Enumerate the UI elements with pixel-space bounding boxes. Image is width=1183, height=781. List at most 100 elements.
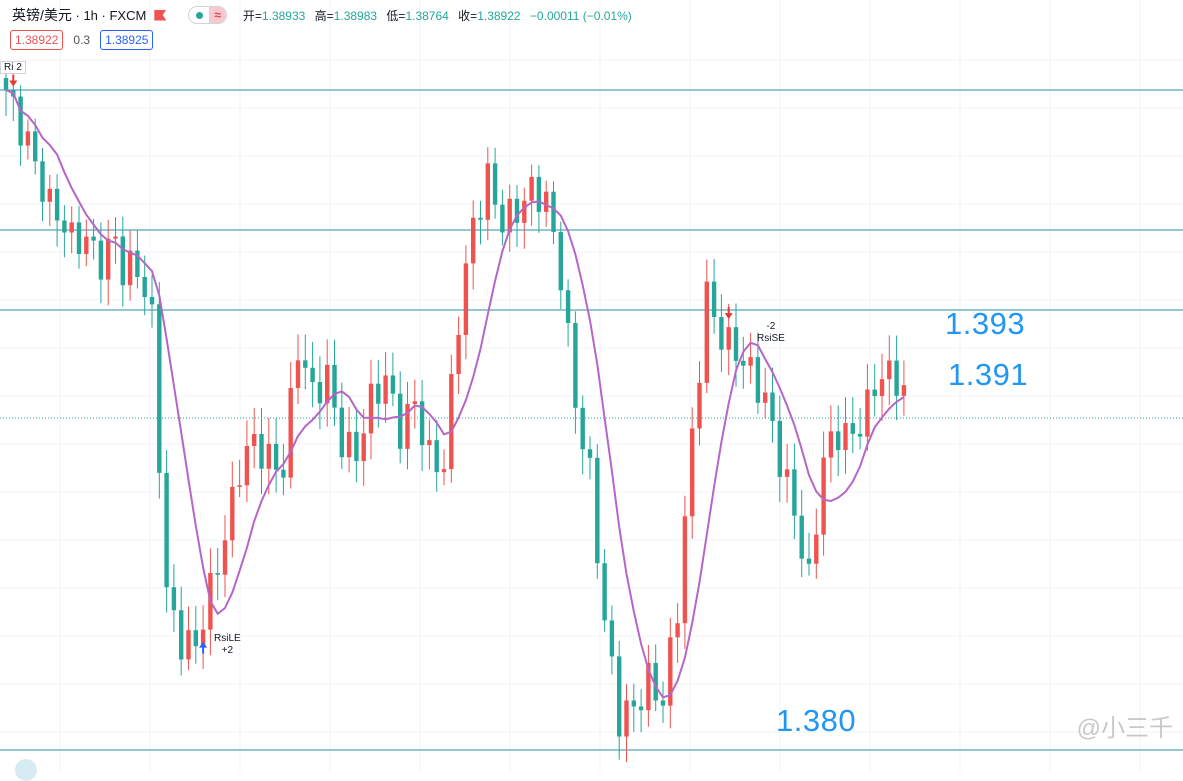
candle-down xyxy=(558,232,563,291)
candle-up xyxy=(427,440,432,446)
candle-down xyxy=(33,131,38,162)
candle-down xyxy=(332,364,337,408)
level-label-1380: 1.380 xyxy=(776,703,857,738)
candle-up xyxy=(529,176,534,201)
candle-down xyxy=(215,573,220,575)
candle-up xyxy=(784,469,790,477)
candle-down xyxy=(478,217,483,220)
level-label-1393: 1.393 xyxy=(945,306,1026,341)
candle-up xyxy=(383,375,388,404)
candle-up xyxy=(456,334,461,374)
candle-down xyxy=(580,407,585,450)
candle-down xyxy=(850,423,855,434)
candle-up xyxy=(865,389,870,437)
candle-down xyxy=(281,469,286,478)
legend-sep-1: · xyxy=(71,7,84,23)
chart-legend: 英镑/美元 · 1h · FXCM ≈ 开=1.38933 高=1.38983 … xyxy=(12,5,632,25)
candle-down xyxy=(514,198,520,223)
candle-down xyxy=(857,433,863,437)
candle-up xyxy=(887,360,892,380)
candle-up xyxy=(200,629,206,647)
candle-down xyxy=(376,383,381,404)
low-label: 低= xyxy=(386,8,406,23)
short-signal-qty: -2 xyxy=(766,321,776,332)
source-label: FXCM xyxy=(109,7,147,23)
candle-up xyxy=(405,403,410,449)
candle-down xyxy=(434,440,439,473)
candle-up xyxy=(624,700,629,737)
candle-down xyxy=(573,322,578,408)
corner-logo-icon[interactable] xyxy=(15,759,37,781)
status-pill[interactable]: ≈ xyxy=(188,6,227,24)
candle-down xyxy=(193,630,198,647)
flag-icon[interactable] xyxy=(154,9,167,21)
watermark: @小三千 xyxy=(1076,715,1173,742)
low-value: 1.38764 xyxy=(405,8,449,23)
candle-up xyxy=(244,445,250,486)
open-label: 开= xyxy=(242,8,262,23)
candle-down xyxy=(310,367,315,383)
candle-up xyxy=(113,236,118,239)
candle-down xyxy=(149,297,155,305)
candle-down xyxy=(741,360,746,366)
candle-down xyxy=(157,304,162,473)
change-value: −0.00011 (−0.01%) xyxy=(529,8,632,23)
candle-down xyxy=(719,317,724,350)
candle-down xyxy=(806,558,812,564)
short-arrow-icon xyxy=(9,74,18,87)
long-signal-label: RsiLE +2 xyxy=(214,633,241,657)
candle-up xyxy=(346,431,352,458)
candle-up xyxy=(252,433,257,446)
candle-down xyxy=(653,662,658,701)
long-signal-qty: +2 xyxy=(221,645,234,656)
candle-up xyxy=(522,200,527,223)
candle-down xyxy=(587,449,593,458)
candle-up xyxy=(704,281,709,383)
signal-markers xyxy=(9,74,733,654)
candle-up xyxy=(47,188,52,202)
high-label: 高= xyxy=(314,8,334,23)
strategy-tag[interactable]: Ri 2 xyxy=(0,61,26,74)
buy-price-button[interactable]: 1.38925 xyxy=(100,30,154,50)
moving-average-line xyxy=(5,89,905,699)
sell-price-button[interactable]: 1.38922 xyxy=(10,30,64,50)
candle-up xyxy=(186,630,191,660)
candle-up xyxy=(106,238,111,280)
candle-up xyxy=(69,222,74,233)
candle-up xyxy=(266,443,271,469)
candle-up xyxy=(471,217,476,264)
candle-up xyxy=(748,357,753,366)
candle-up xyxy=(843,423,848,451)
candle-down xyxy=(894,360,899,396)
candle-down xyxy=(303,360,308,368)
close-value: 1.38922 xyxy=(477,8,521,23)
legend-sep-2: · xyxy=(97,7,110,23)
short-arrow-icon xyxy=(724,307,733,320)
candlesticks xyxy=(3,68,907,763)
candle-down xyxy=(551,191,556,233)
candle-up xyxy=(295,360,301,389)
candle-down xyxy=(609,620,615,657)
symbol-name[interactable]: 英镑/美元 xyxy=(12,7,72,23)
candle-up xyxy=(127,250,133,286)
candle-down xyxy=(135,250,140,278)
candle-down xyxy=(631,700,636,707)
candle-up xyxy=(544,191,549,212)
interval-label[interactable]: 1h xyxy=(83,7,98,23)
candle-down xyxy=(179,610,184,660)
candle-up xyxy=(237,485,242,487)
candle-up xyxy=(463,263,469,335)
candle-up xyxy=(828,431,834,458)
candle-down xyxy=(120,236,125,286)
candle-down xyxy=(492,163,498,205)
candle-down xyxy=(164,472,169,588)
candle-down xyxy=(98,240,104,280)
open-value: 1.38933 xyxy=(261,8,306,23)
long-signal-name: RsiLE xyxy=(214,633,241,644)
candle-up xyxy=(485,163,490,220)
candle-up xyxy=(726,327,731,350)
candle-up xyxy=(222,540,228,575)
candle-down xyxy=(317,382,323,404)
candle-up xyxy=(763,392,768,403)
